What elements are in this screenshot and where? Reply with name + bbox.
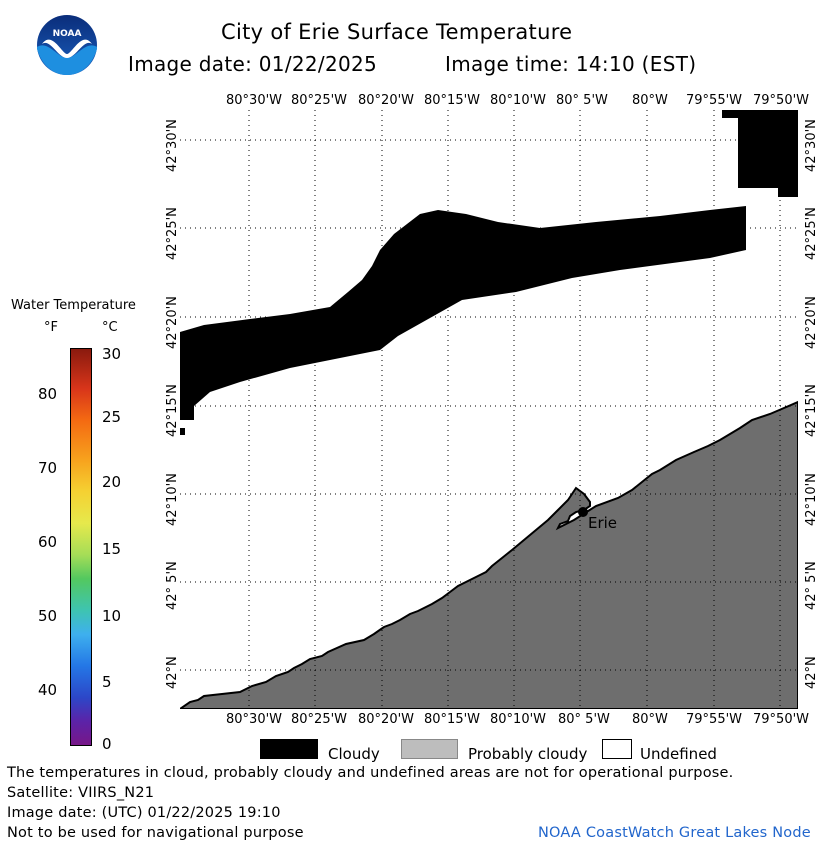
noaa-logo: NOAA [36,14,98,76]
c-tick-label: 5 [102,673,112,691]
f-tick-label: 60 [38,533,58,551]
image-date: Image date: 01/22/2025 [128,52,378,76]
page-title: City of Erie Surface Temperature [221,20,573,44]
right-lat-label: 42°10'N [804,473,819,526]
image-time: Image time: 14:10 (EST) [445,52,697,76]
cloud-band [180,206,746,420]
left-lat-label: 42°10'N [165,473,180,526]
colorbar-title: Water Temperature [11,298,136,313]
navigation-warning: Not to be used for navigational purpose [7,825,304,841]
c-tick-label: 15 [102,540,122,558]
legend-label-probably-cloudy: Probably cloudy [468,745,588,763]
city-marker-icon [578,507,588,517]
f-tick-label: 40 [38,681,58,699]
cloud-corner [722,110,798,197]
left-lat-label: 42°30'N [165,119,180,172]
c-tick-label: 25 [102,408,122,426]
bottom-lon-label: 80°W [632,712,668,727]
c-tick-label: 20 [102,473,122,491]
map-panel: Erie [180,110,798,709]
colorbar-unit-f: °F [44,320,58,335]
graticule [180,110,798,709]
cloud-dot [180,428,185,435]
top-lon-label: 79°50'W [753,93,810,108]
legend-label-cloudy: Cloudy [328,745,380,763]
right-lat-label: 42°30'N [804,119,819,172]
left-lat-label: 42°25'N [165,207,180,260]
top-lon-label: 80°30'W [226,93,283,108]
legend-swatch-probably-cloudy [401,739,458,759]
f-tick-label: 80 [38,385,58,403]
top-lon-label: 80°10'W [490,93,547,108]
c-tick-label: 30 [102,345,122,363]
legend-swatch-cloudy [260,739,318,759]
colorbar-unit-c: °C [102,320,118,335]
top-lon-label: 80°15'W [424,93,481,108]
left-lat-label: 42° 5'N [165,561,180,610]
right-lat-label: 42°25'N [804,207,819,260]
satellite-text: Satellite: VIIRS_N21 [7,785,155,801]
right-lat-label: 42°N [804,656,819,689]
top-lon-label: 80° 5'W [556,93,608,108]
left-lat-label: 42°20'N [165,296,180,349]
noaa-logo-icon: NOAA [37,15,97,75]
right-lat-label: 42° 5'N [804,561,819,610]
bottom-lon-label: 80°30'W [226,712,283,727]
bottom-lon-label: 79°50'W [753,712,810,727]
right-lat-label: 42°20'N [804,296,819,349]
f-tick-label: 50 [38,607,58,625]
top-lon-label: 80°25'W [291,93,348,108]
top-lon-label: 79°55'W [686,93,743,108]
credit-text: NOAA CoastWatch Great Lakes Node [538,825,811,841]
right-lat-label: 42°15'N [804,384,819,437]
bottom-lon-label: 80°10'W [490,712,547,727]
bottom-lon-label: 79°55'W [686,712,743,727]
land-area [180,400,798,709]
legend-swatch-undefined [602,739,632,759]
c-tick-label: 10 [102,607,122,625]
bottom-lon-label: 80° 5'W [558,712,610,727]
city-label: Erie [588,514,617,532]
logo-text: NOAA [53,29,82,39]
left-lat-label: 42°N [165,656,180,689]
bottom-lon-label: 80°25'W [291,712,348,727]
top-lon-label: 80°20'W [358,93,415,108]
utc-date-text: Image date: (UTC) 01/22/2025 19:10 [7,805,281,821]
c-tick-label: 0 [102,735,112,753]
bottom-lon-label: 80°20'W [358,712,415,727]
f-tick-label: 70 [38,459,58,477]
disclaimer-text: The temperatures in cloud, probably clou… [7,765,734,781]
legend-label-undefined: Undefined [640,745,717,763]
left-lat-label: 42°15'N [165,384,180,437]
colorbar [70,348,92,746]
bottom-lon-label: 80°15'W [424,712,481,727]
top-lon-label: 80°W [632,93,668,108]
